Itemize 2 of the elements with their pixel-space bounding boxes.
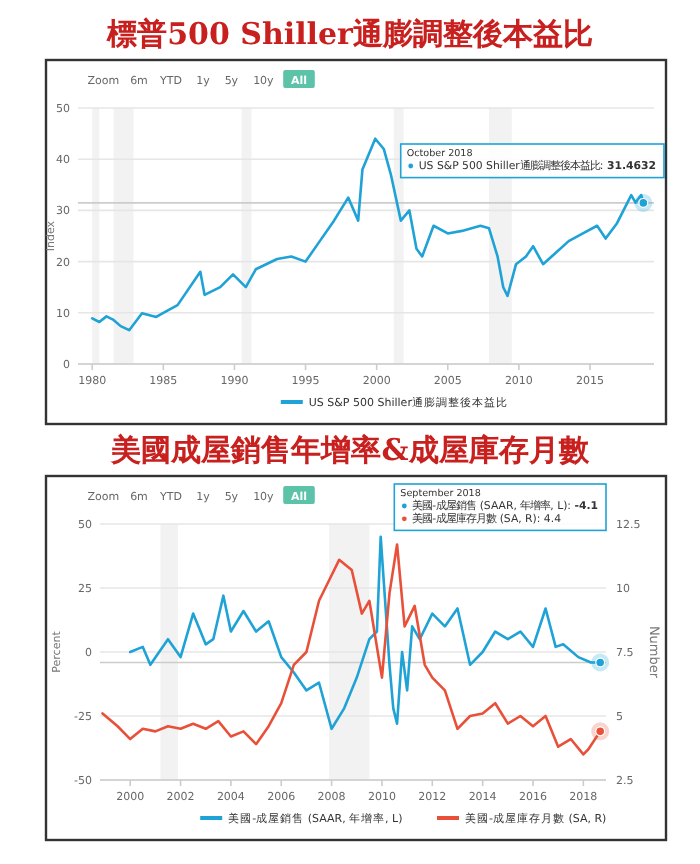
chart-title: 美國成屋銷售年增率&成屋庫存月數 bbox=[109, 432, 591, 468]
chart-title: 標普500 Shiller通膨調整後本益比 bbox=[105, 16, 593, 52]
